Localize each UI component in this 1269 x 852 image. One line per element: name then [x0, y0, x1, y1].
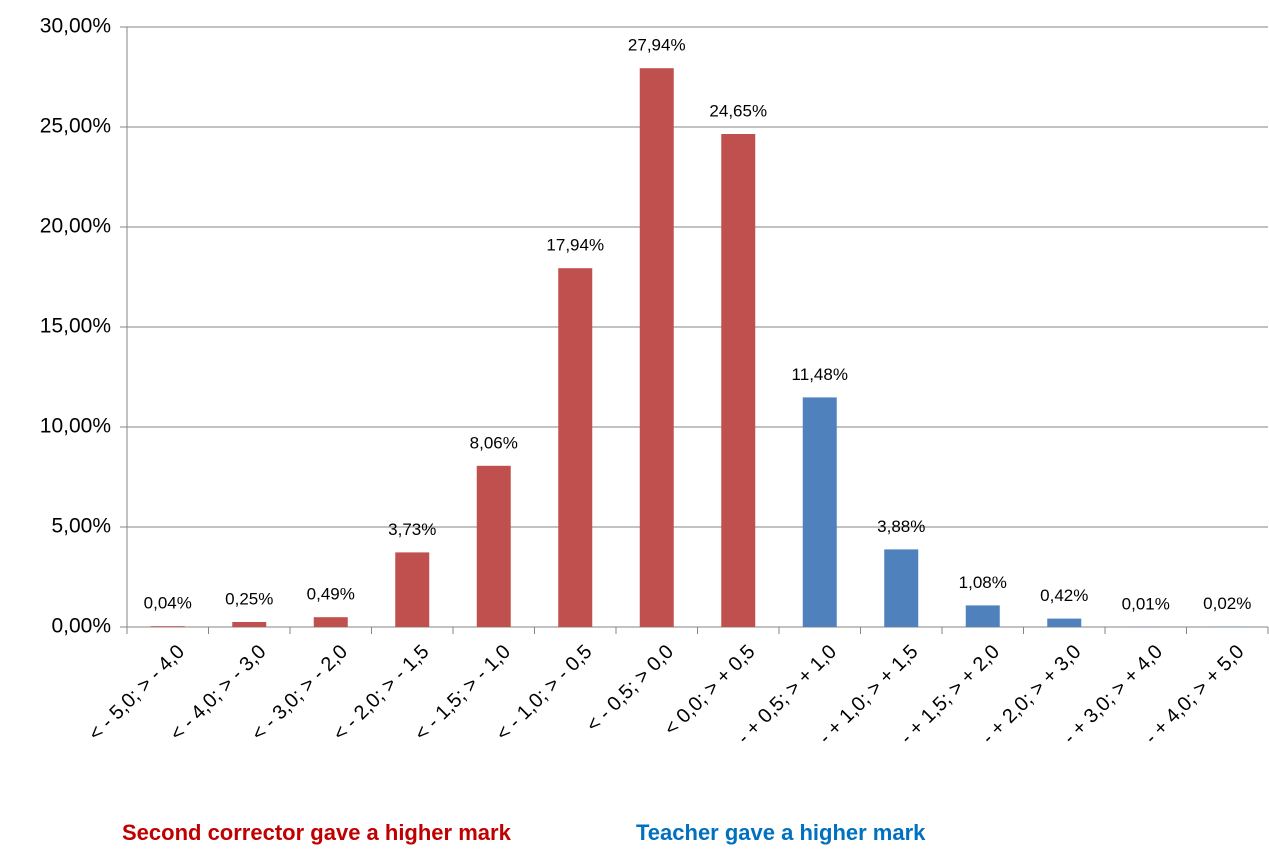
bar [721, 134, 756, 627]
data-label: 27,94% [628, 36, 686, 55]
data-label: 0,25% [225, 589, 273, 608]
data-label: 0,04% [144, 594, 192, 613]
data-label: 0,02% [1203, 594, 1251, 613]
data-label: 0,42% [1040, 586, 1088, 605]
bar [1047, 618, 1082, 627]
bar [232, 622, 267, 627]
data-label: 24,65% [709, 101, 767, 120]
annotation: Teacher gave a higher mark [636, 820, 926, 845]
bar [965, 605, 1000, 627]
bar [313, 617, 348, 627]
data-label: 1,08% [959, 573, 1007, 592]
data-label: 0,49% [307, 585, 355, 604]
bar [802, 397, 837, 627]
y-tick-label: 0,00% [51, 615, 111, 638]
bar [884, 549, 919, 627]
bar [558, 268, 593, 627]
bar [476, 465, 511, 627]
y-tick-label: 5,00% [51, 515, 111, 538]
y-tick-label: 25,00% [40, 115, 111, 138]
bar [150, 626, 185, 627]
data-label: 11,48% [792, 365, 848, 384]
data-label: 0,01% [1122, 594, 1170, 613]
y-tick-label: 30,00% [40, 15, 111, 38]
data-label: 3,88% [877, 517, 925, 536]
bar [395, 552, 430, 627]
data-label: 3,73% [388, 520, 436, 539]
y-tick-label: 15,00% [40, 315, 111, 338]
bar [639, 68, 674, 627]
y-tick-label: 20,00% [40, 215, 111, 238]
y-tick-label: 10,00% [40, 415, 111, 438]
annotation: Second corrector gave a higher mark [122, 820, 512, 845]
data-label: 8,06% [470, 433, 518, 452]
data-label: 17,94% [546, 236, 604, 255]
